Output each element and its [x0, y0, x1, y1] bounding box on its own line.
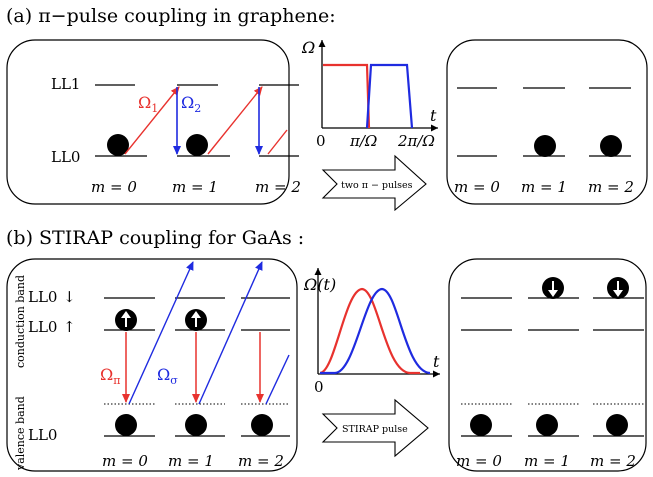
electron-m0	[107, 134, 129, 156]
spin-up-electron-m0	[115, 309, 137, 331]
pulse-a-red	[323, 63, 371, 129]
pulse-b-x-label: t	[433, 352, 440, 371]
pulse-arrow-b	[321, 398, 429, 458]
pulse-arrow-a-label: two π − pulses	[341, 180, 413, 191]
omega2-label: Ω2	[181, 93, 201, 115]
b-m-label-1: m = 1	[168, 452, 214, 470]
omega-sigma-arrow-m0	[128, 261, 194, 405]
pulse-arrow-b-label: STIRAP pulse	[342, 424, 408, 435]
omega-sigma-arrow-m2	[265, 354, 290, 405]
final-b-m-label-2: m = 2	[590, 452, 636, 470]
band-label-valence: valence band	[14, 396, 27, 471]
spin-down-glyph: ↓	[63, 288, 76, 306]
final-b-vb-electron-m1	[536, 414, 558, 436]
m-label-2: m = 2	[255, 178, 301, 196]
spin-up-electron-m1	[185, 309, 207, 331]
omega1-label: Ω1	[138, 93, 158, 115]
omega1-arrow-m2	[267, 129, 288, 155]
pulse-a-tick-1: π/Ω	[349, 132, 377, 150]
final-b-spin-down-electron-m1	[542, 277, 564, 299]
final-b-spin-down-electron-m2	[607, 277, 629, 299]
panel-a-final-box	[446, 39, 648, 205]
omega-sigma-label: Ωσ	[157, 365, 178, 387]
level-label-ll0-up: LL0	[28, 318, 57, 336]
final-a-m-label-0: m = 0	[454, 178, 500, 196]
m-label-1: m = 1	[172, 178, 218, 196]
final-a-electron-m1	[534, 135, 556, 157]
pulse-plot-b: Ω(t) t 0	[303, 268, 440, 396]
pulse-a-tick-0: 0	[316, 132, 326, 150]
pulse-a-tick-2: 2π/Ω	[397, 132, 435, 150]
panel-b-final-box	[448, 258, 647, 472]
level-label-ll0-down: LL0	[28, 288, 57, 306]
omega-pi-label: Ωπ	[100, 365, 121, 387]
pulse-arrow-a	[321, 154, 427, 212]
level-label-ll0: LL0	[51, 148, 80, 166]
pulse-a-x-label: t	[430, 106, 437, 125]
panel-b-initial-box	[6, 258, 298, 472]
vb-electron-m0	[115, 414, 137, 436]
pulse-b-y-label: Ω(t)	[303, 275, 336, 294]
pulse-a-y-label: Ω	[301, 38, 315, 57]
electron-m1	[186, 134, 208, 156]
pulse-b-red	[319, 287, 420, 375]
panel-a-title: (a) π−pulse coupling in graphene:	[6, 5, 336, 27]
level-label-ll0-vb: LL0	[28, 426, 57, 444]
pulse-a-blue	[365, 63, 414, 129]
vb-electron-m1	[185, 414, 207, 436]
b-m-label-0: m = 0	[102, 452, 148, 470]
vb-electron-m2	[251, 414, 273, 436]
omega1-arrow-m0	[124, 86, 180, 155]
omega-sigma-arrow-m1	[198, 261, 263, 405]
panel-a-initial-box	[6, 39, 290, 205]
final-b-m-label-0: m = 0	[456, 452, 502, 470]
final-a-m-label-1: m = 1	[521, 178, 567, 196]
omega1-arrow-m1	[207, 86, 263, 155]
panel-b-title: (b) STIRAP coupling for GaAs :	[6, 227, 304, 249]
final-b-vb-electron-m2	[606, 414, 628, 436]
m-label-0: m = 0	[91, 178, 137, 196]
level-label-ll1: LL1	[51, 75, 80, 93]
final-a-electron-m2	[600, 135, 622, 157]
pulse-plot-a: Ω t 0 π/Ω 2π/Ω	[301, 38, 438, 150]
b-m-label-2: m = 2	[238, 452, 284, 470]
pulse-b-blue	[320, 287, 431, 375]
final-b-m-label-1: m = 1	[524, 452, 570, 470]
spin-up-glyph: ↑	[63, 318, 76, 336]
final-b-vb-electron-m0	[470, 414, 492, 436]
band-label-conduction: conduction band	[14, 275, 27, 368]
pulse-b-origin: 0	[314, 378, 324, 396]
final-a-m-label-2: m = 2	[588, 178, 634, 196]
